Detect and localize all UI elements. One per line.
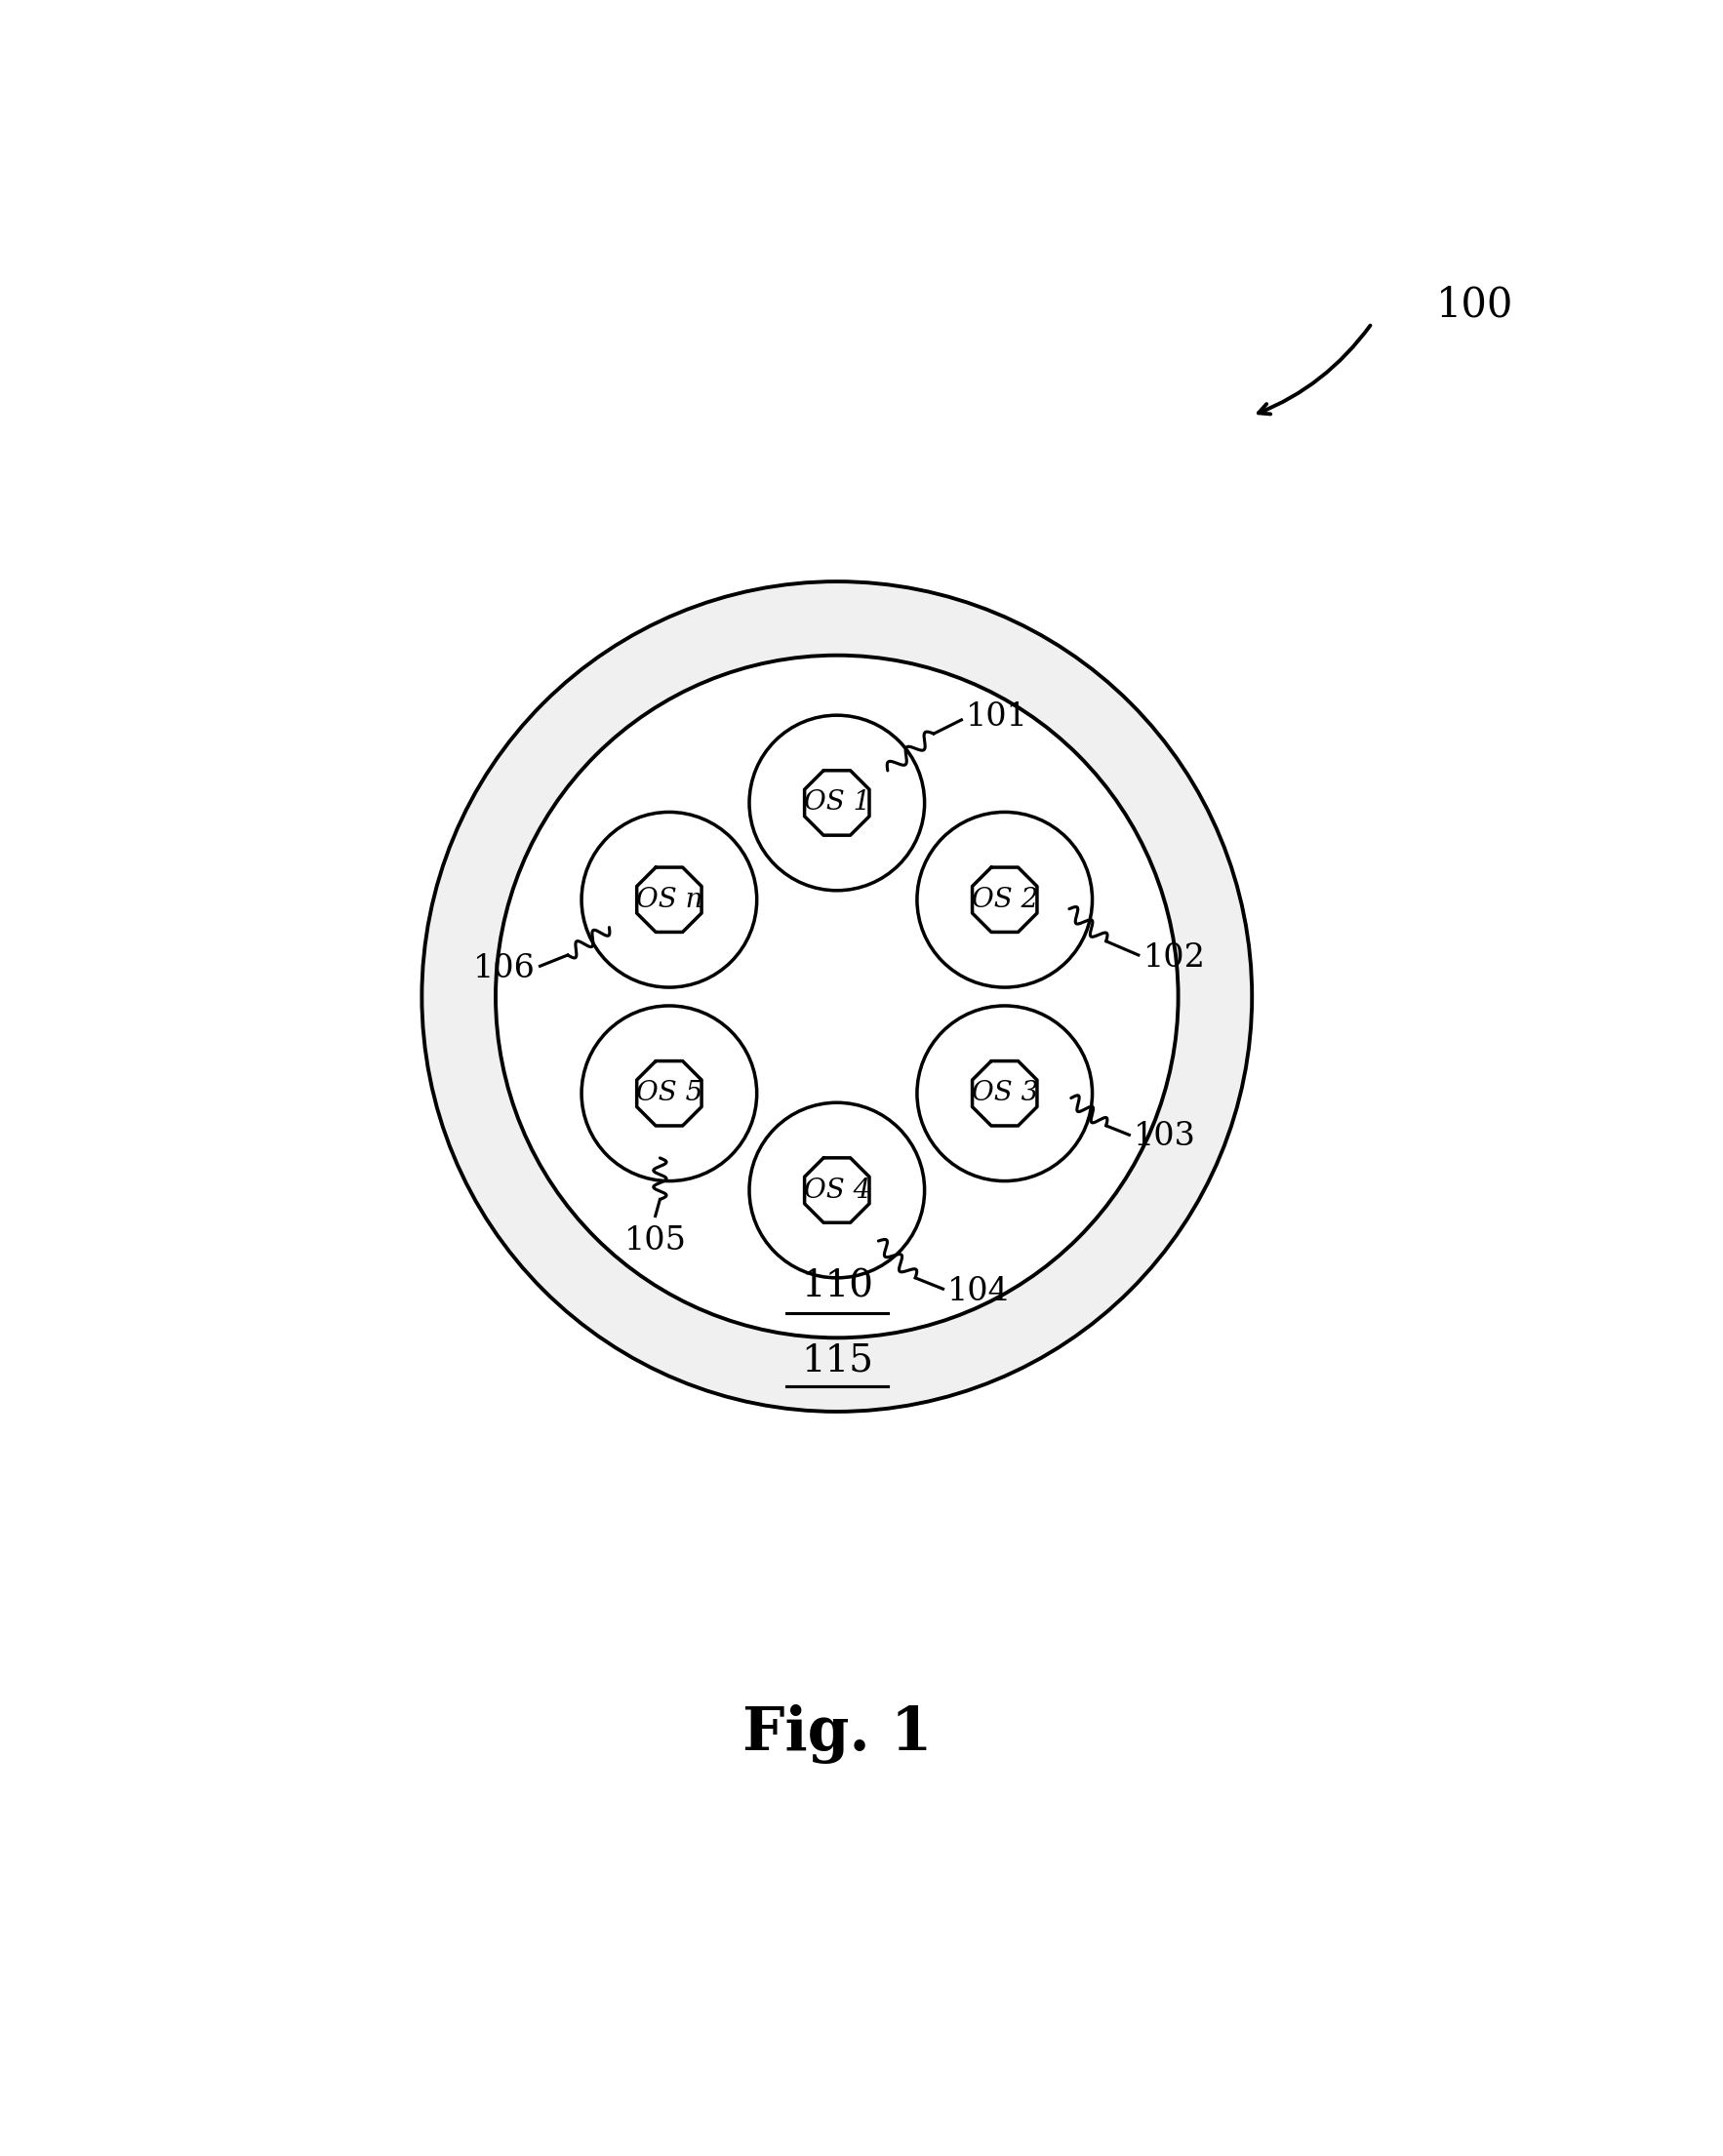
Text: 110: 110 (801, 1270, 874, 1304)
Polygon shape (805, 770, 870, 834)
Circle shape (625, 1050, 713, 1138)
Polygon shape (805, 1158, 870, 1222)
Text: 101: 101 (967, 701, 1029, 733)
Circle shape (917, 1005, 1092, 1181)
Polygon shape (972, 1061, 1037, 1125)
Text: 102: 102 (1142, 942, 1206, 972)
Circle shape (605, 834, 734, 964)
Circle shape (793, 1147, 880, 1235)
Polygon shape (638, 867, 701, 931)
Circle shape (496, 655, 1179, 1337)
Polygon shape (638, 1061, 701, 1125)
Text: OS 1: OS 1 (803, 789, 870, 815)
Polygon shape (972, 867, 1037, 931)
Circle shape (750, 1102, 925, 1279)
Text: 104: 104 (948, 1276, 1010, 1307)
Circle shape (772, 1125, 901, 1255)
Text: OS 3: OS 3 (972, 1080, 1037, 1106)
Text: OS 2: OS 2 (972, 886, 1037, 912)
Text: 105: 105 (624, 1225, 686, 1257)
Circle shape (960, 856, 1049, 944)
Text: OS 5: OS 5 (636, 1080, 703, 1106)
Circle shape (422, 582, 1253, 1412)
Circle shape (605, 1028, 734, 1158)
Text: 115: 115 (801, 1343, 874, 1380)
Circle shape (582, 1005, 756, 1181)
Circle shape (582, 813, 756, 987)
Circle shape (941, 1028, 1070, 1158)
Text: OS 4: OS 4 (803, 1177, 870, 1203)
Circle shape (941, 834, 1070, 964)
Text: 106: 106 (474, 953, 536, 985)
Text: 103: 103 (1134, 1121, 1196, 1151)
Circle shape (917, 813, 1092, 987)
Circle shape (960, 1050, 1049, 1138)
Circle shape (772, 737, 901, 867)
Circle shape (750, 716, 925, 890)
Circle shape (793, 759, 880, 847)
Text: OS n: OS n (636, 886, 703, 912)
Circle shape (625, 856, 713, 944)
Text: 100: 100 (1437, 285, 1515, 326)
Text: Fig. 1: Fig. 1 (743, 1705, 932, 1764)
